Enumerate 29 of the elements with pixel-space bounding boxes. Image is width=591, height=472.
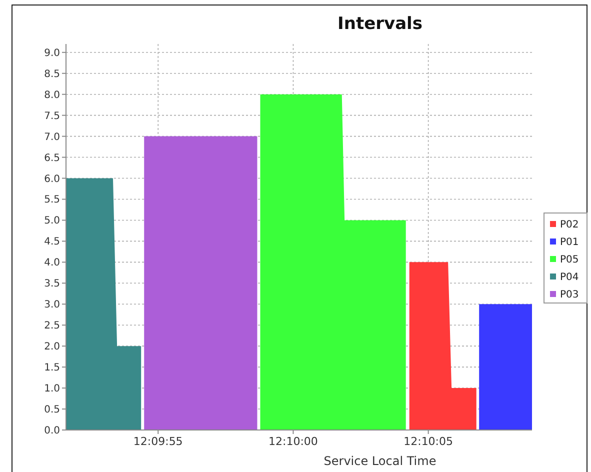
y-tick-label: 9.0 [44,48,60,59]
y-tick-label: 0.0 [44,426,60,436]
y-tick-label: 3.5 [44,278,60,290]
x-tick-label: 12:10:00 [268,435,318,448]
y-tick-label: 8.0 [44,90,60,101]
y-tick-label: 1.5 [44,362,60,374]
y-tick-label: 4.0 [44,258,60,269]
y-tick-label: 1.0 [44,384,60,395]
y-tick-label: 6.5 [44,152,60,164]
y-tick-label: 0.5 [44,404,60,416]
x-tick-label: 12:09:55 [133,435,183,448]
x-tick-label: 12:10:05 [404,435,454,448]
x-axis-title: Service Local Time [324,454,436,468]
y-tick-label: 7.5 [44,110,60,122]
y-tick-label: 7.0 [44,132,60,143]
chart-title: Intervals [338,14,422,34]
legend-label: P01 [560,237,579,248]
y-tick-label: 8.5 [44,68,60,80]
y-tick-label: 3.0 [44,300,60,311]
legend-label: P05 [560,254,579,266]
y-tick-label: 5.5 [44,194,60,206]
y-tick-label: 2.0 [44,342,60,353]
legend-label: P04 [560,272,579,283]
legend-label: P03 [560,290,579,300]
legend-label: P02 [560,220,579,230]
y-tick-label: 2.5 [44,320,60,332]
y-tick-label: 5.0 [44,216,60,227]
y-tick-label: 6.0 [44,174,60,185]
y-tick-label: 4.5 [44,236,60,248]
